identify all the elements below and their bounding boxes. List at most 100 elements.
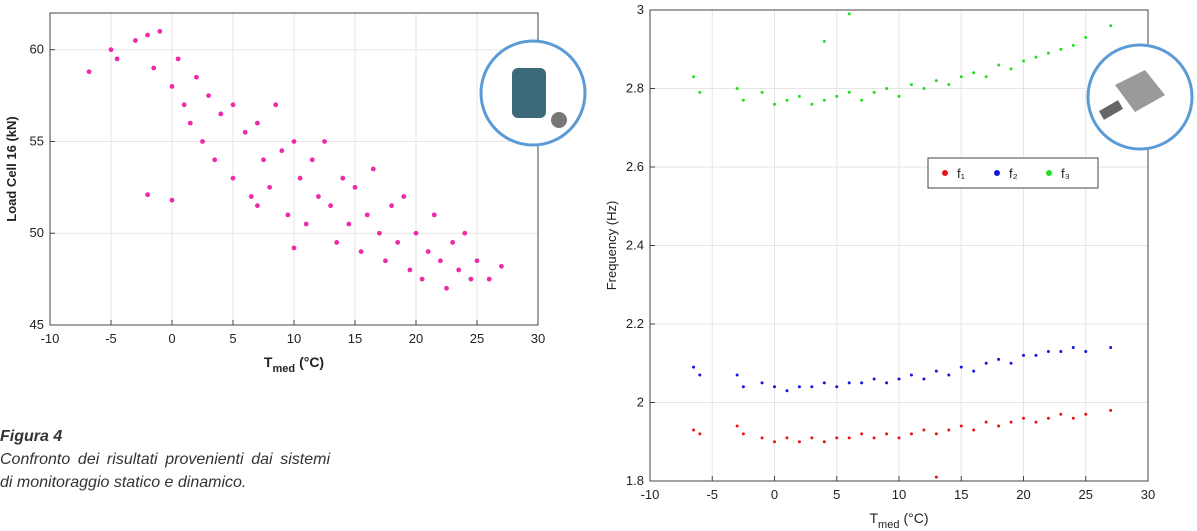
point bbox=[285, 212, 291, 218]
x-tick-label: 5 bbox=[229, 331, 236, 346]
point bbox=[785, 389, 789, 393]
x-tick-label: 20 bbox=[409, 331, 423, 346]
point bbox=[797, 385, 801, 389]
point bbox=[486, 276, 492, 282]
point bbox=[114, 56, 120, 62]
x-tick-label: -5 bbox=[105, 331, 117, 346]
point bbox=[1034, 353, 1038, 357]
point bbox=[760, 90, 764, 94]
x-label-sub: med bbox=[272, 363, 295, 375]
point bbox=[698, 373, 702, 377]
point bbox=[909, 83, 913, 87]
point bbox=[1009, 67, 1013, 71]
point bbox=[462, 230, 468, 236]
legend-marker bbox=[994, 170, 1000, 176]
point bbox=[909, 373, 913, 377]
point bbox=[340, 175, 346, 181]
point bbox=[934, 432, 938, 436]
point bbox=[425, 249, 431, 254]
x-tick-label: -5 bbox=[706, 487, 718, 502]
point bbox=[959, 365, 963, 369]
y-tick-label: 50 bbox=[30, 225, 44, 240]
y-tick-label: 3 bbox=[637, 2, 644, 17]
point bbox=[922, 377, 926, 381]
point bbox=[242, 129, 248, 135]
point bbox=[1059, 412, 1063, 416]
point bbox=[279, 148, 285, 154]
point bbox=[773, 440, 776, 444]
x-tick-label: 15 bbox=[954, 487, 968, 502]
chart: -10 -5 0 5 10 15 20 25 30 1.8 2 2.2 2.4 2.6 2.8 3 Freque… bbox=[604, 2, 1155, 531]
point bbox=[1071, 346, 1075, 350]
x-tick-label: 10 bbox=[287, 331, 301, 346]
point bbox=[1109, 408, 1113, 412]
point bbox=[835, 385, 839, 389]
point bbox=[1059, 47, 1063, 51]
y-tick-label: 2.8 bbox=[626, 81, 644, 96]
point bbox=[358, 249, 364, 254]
legend-label: f₂ bbox=[1009, 166, 1018, 181]
point bbox=[698, 90, 702, 94]
point bbox=[897, 436, 901, 440]
point bbox=[175, 56, 181, 62]
point bbox=[291, 245, 297, 251]
point bbox=[328, 203, 333, 209]
point bbox=[934, 369, 938, 373]
point bbox=[395, 240, 401, 245]
point bbox=[407, 267, 413, 273]
point bbox=[1046, 51, 1050, 55]
point bbox=[735, 87, 739, 90]
caption: Figura 4 Confronto dei risultati proveni… bbox=[0, 425, 330, 494]
point bbox=[972, 71, 976, 75]
point bbox=[760, 381, 764, 385]
point bbox=[450, 240, 455, 245]
point bbox=[947, 83, 951, 87]
point bbox=[785, 98, 789, 102]
legend-label: f₃ bbox=[1061, 166, 1070, 181]
point bbox=[984, 361, 988, 365]
point bbox=[419, 276, 425, 282]
point bbox=[1046, 349, 1050, 353]
point bbox=[810, 102, 814, 106]
y-axis-label: Load Cell 16 (kN) bbox=[4, 116, 19, 221]
point bbox=[847, 90, 851, 94]
point bbox=[822, 98, 826, 102]
point bbox=[972, 369, 976, 373]
point bbox=[797, 94, 801, 98]
point bbox=[1084, 349, 1088, 353]
point bbox=[741, 98, 745, 102]
frame bbox=[49, 12, 539, 326]
point bbox=[377, 230, 382, 236]
point bbox=[1084, 35, 1088, 39]
x-tick-label: 10 bbox=[892, 487, 906, 502]
x-tick-label: 20 bbox=[1016, 487, 1030, 502]
point bbox=[1022, 416, 1025, 420]
point bbox=[1009, 361, 1013, 365]
point bbox=[692, 75, 696, 79]
x-tick-label: 5 bbox=[833, 487, 840, 502]
point bbox=[735, 373, 739, 377]
point bbox=[86, 69, 92, 75]
point bbox=[1109, 346, 1113, 350]
x-label-main: T bbox=[869, 510, 878, 526]
point bbox=[364, 212, 370, 218]
point bbox=[334, 240, 340, 245]
point bbox=[1034, 55, 1038, 59]
point bbox=[169, 84, 175, 89]
point bbox=[810, 385, 814, 389]
x-tick-label: 30 bbox=[531, 331, 545, 346]
point bbox=[187, 120, 193, 126]
point bbox=[309, 157, 315, 163]
point bbox=[261, 157, 266, 163]
y-axis-label: Frequency (Hz) bbox=[604, 201, 619, 291]
point bbox=[860, 381, 864, 385]
point bbox=[322, 139, 327, 144]
point bbox=[1022, 59, 1025, 63]
point bbox=[151, 65, 157, 71]
point bbox=[934, 475, 938, 479]
x-tick-label: 25 bbox=[1079, 487, 1093, 502]
point bbox=[922, 87, 926, 90]
point bbox=[370, 166, 376, 172]
